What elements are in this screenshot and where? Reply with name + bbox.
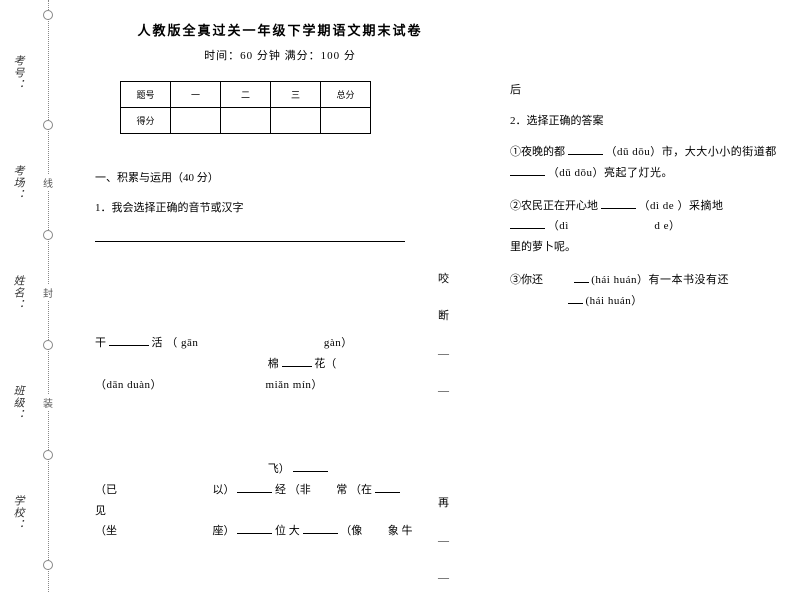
text: （dū dōu）亮起了灯光。	[548, 167, 673, 179]
text: （坐	[95, 525, 117, 537]
question-1: 1．我会选择正确的音节或汉字	[95, 199, 465, 215]
blank	[568, 143, 603, 155]
text: 见	[95, 505, 106, 517]
text: 飞）	[268, 463, 290, 475]
question-2: 2．选择正确的答案	[510, 111, 790, 132]
text: 活 （ gān	[152, 337, 199, 349]
cell: 得分	[121, 108, 171, 134]
text: （像	[340, 525, 362, 537]
label-banji: 班级：	[10, 385, 26, 421]
trail-text: 后	[510, 80, 790, 101]
cell	[221, 108, 271, 134]
blank-line	[95, 230, 405, 242]
cell: 三	[271, 82, 321, 108]
left-page: 人教版全真过关一年级下学期语文期末试卷 时间：60 分钟 满分：100 分 题号…	[95, 20, 465, 542]
right-page: 后 2．选择正确的答案 ①夜晚的都 （dū dōu）市，大大小小的街道都 （dū…	[510, 80, 790, 312]
table-row: 题号 一 二 三 总分	[121, 82, 371, 108]
text: （dū dōu）市，大大小小的街道都	[606, 146, 777, 158]
text: d e）	[654, 220, 680, 232]
text: 里的萝卜呢。	[510, 241, 576, 253]
text: (hái huán）有一本书没有还	[591, 274, 729, 286]
text: （已	[95, 484, 117, 496]
table-row: 得分	[121, 108, 371, 134]
cell	[271, 108, 321, 134]
binding-circle	[43, 230, 53, 240]
text: 花（	[314, 358, 336, 370]
q1-body: 干 活 （ gān gàn） 棉 花（ （dān duàn） miǎn mín）…	[95, 229, 465, 542]
text: ①夜晚的都	[510, 146, 565, 158]
text: 常 （在	[336, 484, 372, 496]
binding-circle	[43, 120, 53, 130]
label-xuexiao: 学校：	[10, 495, 26, 531]
q2-item1: ①夜晚的都 （dū dōu）市，大大小小的街道都 （dū dōu）亮起了灯光。	[510, 142, 790, 184]
blank	[303, 522, 338, 534]
text: 象 牛	[388, 525, 413, 537]
text: (hái huán）	[586, 295, 643, 307]
blank	[293, 460, 328, 472]
q2-item3: ③你还 (hái huán）有一本书没有还 (hái huán）	[510, 270, 790, 312]
binding-circle	[43, 340, 53, 350]
exam-subtitle: 时间：60 分钟 满分：100 分	[95, 47, 465, 63]
fold-zhuang: 装	[43, 395, 53, 410]
binding-circle	[43, 10, 53, 20]
fold-xian: 线	[43, 175, 53, 190]
blank	[237, 522, 272, 534]
text: miǎn mín）	[266, 379, 323, 391]
cell: 二	[221, 82, 271, 108]
blank	[510, 217, 545, 229]
binding-circle	[43, 560, 53, 570]
blank	[109, 334, 149, 346]
binding-circle	[43, 450, 53, 460]
cell	[171, 108, 221, 134]
score-table: 题号 一 二 三 总分 得分	[120, 81, 371, 134]
binding-column: 考号： 考场： 姓名： 班级： 学校： 线 封 装	[0, 0, 70, 592]
label-kaohao: 考号：	[10, 55, 26, 91]
blank	[601, 197, 636, 209]
blank	[510, 164, 545, 176]
text: 位 大	[275, 525, 300, 537]
cell: 题号	[121, 82, 171, 108]
text: ②农民正在开心地	[510, 200, 598, 212]
far-right-col: 咬 断 — — 再 — —	[438, 270, 458, 588]
text: （dì de ）采摘地	[639, 200, 724, 212]
text: 座）	[213, 525, 235, 537]
text: 棉	[268, 358, 279, 370]
text: 以）	[213, 484, 235, 496]
cell: 总分	[321, 82, 371, 108]
text: 经 （非	[275, 484, 311, 496]
blank	[282, 355, 312, 367]
blank	[375, 481, 400, 493]
fold-feng: 封	[43, 285, 53, 300]
text: ③你还	[510, 274, 543, 286]
cell: 一	[171, 82, 221, 108]
exam-title: 人教版全真过关一年级下学期语文期末试卷	[95, 20, 465, 39]
blank	[237, 481, 272, 493]
section1-heading: 一、积累与运用（40 分）	[95, 169, 465, 185]
blank	[568, 292, 583, 304]
text: （dān duàn）	[95, 379, 162, 391]
cell	[321, 108, 371, 134]
q2-item2: ②农民正在开心地 （dì de ）采摘地 （dì d e） 里的萝卜呢。	[510, 196, 790, 259]
text: gàn）	[324, 337, 353, 349]
label-kaochang: 考场：	[10, 165, 26, 201]
label-xingming: 姓名：	[10, 275, 26, 311]
text: （dì	[548, 220, 569, 232]
text: 干	[95, 337, 106, 349]
blank	[574, 271, 589, 283]
